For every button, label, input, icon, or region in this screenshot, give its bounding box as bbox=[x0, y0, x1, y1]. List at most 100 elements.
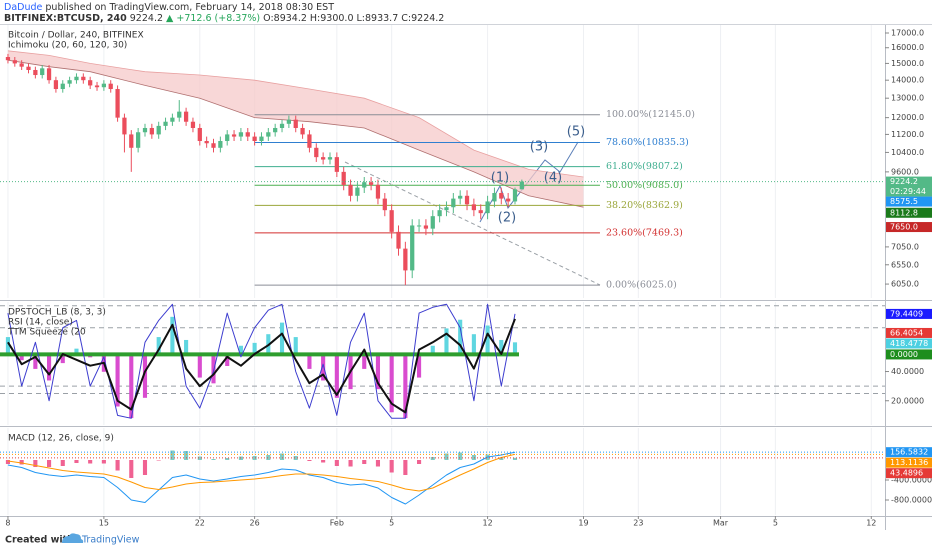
x-tick-label: 26 bbox=[250, 519, 260, 528]
histogram-bar bbox=[33, 460, 38, 467]
candle-body bbox=[389, 210, 394, 232]
histogram-bar bbox=[197, 354, 202, 378]
y-tick-label: 7050.0 bbox=[891, 242, 919, 251]
candle-body bbox=[362, 182, 367, 188]
price-label: 79.4409 bbox=[890, 309, 923, 318]
histogram-bar bbox=[444, 453, 449, 460]
candle-body bbox=[382, 198, 387, 211]
candle-body bbox=[129, 134, 134, 148]
histogram-bar bbox=[74, 348, 79, 355]
y-tick-label: 6050.0 bbox=[891, 280, 919, 289]
author[interactable]: DaDude bbox=[4, 2, 43, 13]
histogram-bar bbox=[362, 460, 367, 464]
price-label-box bbox=[886, 196, 932, 207]
histogram-bar bbox=[458, 319, 463, 355]
series-line bbox=[7, 303, 516, 419]
candle-body bbox=[53, 80, 59, 90]
candle-body bbox=[499, 193, 504, 199]
histogram-bar bbox=[170, 316, 175, 355]
histogram-bar bbox=[115, 460, 120, 471]
histogram-bar bbox=[430, 457, 435, 460]
histogram-bar bbox=[156, 337, 161, 355]
candle-body bbox=[307, 134, 312, 148]
histogram-bar bbox=[307, 354, 312, 369]
histogram-bar bbox=[321, 460, 326, 463]
cloud-span-a bbox=[7, 50, 584, 178]
histogram-bar bbox=[88, 460, 93, 464]
histogram-bar bbox=[499, 339, 504, 355]
histogram-bar bbox=[197, 456, 202, 460]
series-line bbox=[7, 451, 516, 505]
x-tick-label: 5 bbox=[389, 519, 394, 528]
histogram-bar bbox=[334, 354, 339, 398]
histogram-bar bbox=[279, 453, 285, 460]
candle-body bbox=[40, 68, 45, 76]
candle-body bbox=[300, 127, 305, 135]
x-tick-label: 8 bbox=[5, 519, 10, 528]
histogram-bar bbox=[142, 354, 148, 398]
candle-body bbox=[108, 83, 113, 90]
histogram-bar bbox=[348, 460, 353, 467]
y-tick-label: 17000.0 bbox=[891, 29, 924, 38]
histogram-bar bbox=[485, 325, 490, 355]
wave-label: (3) bbox=[530, 140, 548, 155]
histogram-bar bbox=[293, 456, 298, 460]
change: ▲ +712.6 (+8.37%) bbox=[166, 13, 260, 24]
price-label: 156.5832 bbox=[890, 448, 928, 457]
pane-title: TTM Squeeze (20 bbox=[7, 328, 86, 338]
histogram-bar bbox=[430, 345, 435, 355]
candle-body bbox=[197, 127, 202, 142]
candle-body bbox=[218, 141, 223, 148]
histogram-bar bbox=[293, 337, 298, 355]
series-line bbox=[7, 453, 516, 492]
published: published on TradingView.com, February 1… bbox=[45, 2, 334, 13]
candle-body bbox=[519, 181, 524, 190]
pane-title: Ichimoku (20, 60, 120, 30) bbox=[8, 41, 127, 51]
x-tick-label: Mar bbox=[713, 519, 729, 528]
histogram-bar bbox=[512, 457, 518, 460]
candle-body bbox=[485, 201, 490, 214]
histogram-bar bbox=[129, 354, 134, 419]
candle-body bbox=[451, 198, 456, 208]
footer-brand[interactable]: TradingView bbox=[81, 535, 140, 546]
candle-body bbox=[5, 57, 11, 61]
histogram-bar bbox=[279, 322, 285, 355]
y-tick-label: 40.0000 bbox=[891, 367, 924, 376]
x-tick-label: 12 bbox=[866, 519, 876, 528]
candle-body bbox=[190, 121, 196, 128]
price-label: 113.1136 bbox=[890, 458, 928, 467]
x-tick-label: Feb bbox=[330, 519, 344, 528]
plot-layer: 100.00%(12145.0) 78.60%(10835.3) 61.80%(98… bbox=[0, 25, 932, 528]
candle-body bbox=[423, 225, 429, 229]
series-line bbox=[7, 318, 516, 414]
ichimoku-cloud bbox=[7, 50, 584, 208]
fib-label: 38.20%(8362.9) bbox=[606, 200, 683, 211]
candle-body bbox=[136, 132, 141, 148]
histogram-bar bbox=[307, 460, 312, 461]
wave-label: (5) bbox=[567, 125, 585, 140]
price-label: 43.4896 bbox=[890, 469, 923, 478]
histogram-bar bbox=[184, 451, 189, 460]
candle-body bbox=[471, 204, 477, 211]
candle-body bbox=[506, 198, 511, 202]
price-label-box bbox=[886, 207, 932, 218]
price-label: 418.4778 bbox=[890, 339, 928, 348]
price-label-box bbox=[886, 308, 932, 319]
candle-body bbox=[492, 193, 497, 202]
histogram-bar bbox=[74, 460, 79, 463]
histogram-bar bbox=[266, 455, 271, 460]
candle-body bbox=[416, 225, 422, 227]
histogram-bar bbox=[321, 354, 326, 381]
candle-body bbox=[293, 119, 298, 128]
logo-icon bbox=[62, 533, 84, 543]
fib-label: 100.00%(12145.0) bbox=[606, 109, 695, 120]
price-label: 66.4054 bbox=[890, 328, 923, 337]
candle-body bbox=[464, 195, 470, 205]
histogram-bar bbox=[142, 460, 148, 475]
price-label: 0.0000 bbox=[890, 350, 918, 359]
candle-body bbox=[94, 85, 100, 88]
last-price: 9224.2 bbox=[130, 13, 163, 24]
price-label-box bbox=[886, 349, 932, 360]
